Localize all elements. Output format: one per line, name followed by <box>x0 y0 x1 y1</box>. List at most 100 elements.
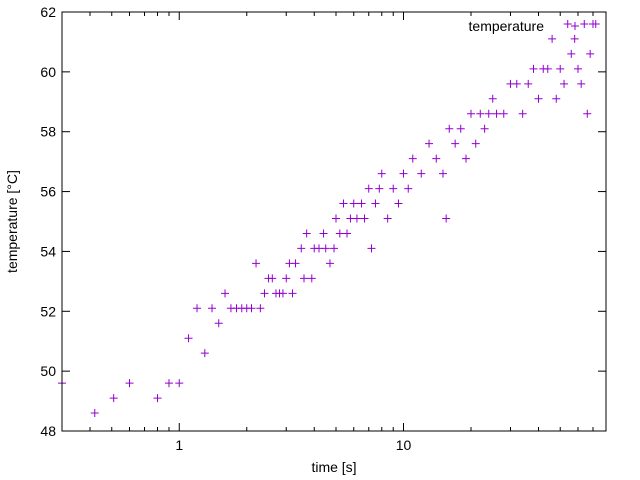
data-point <box>577 79 586 88</box>
data-point <box>560 79 569 88</box>
y-axis-label: temperature [°C] <box>4 170 20 273</box>
data-point <box>252 259 261 268</box>
data-point <box>377 169 386 178</box>
data-point <box>425 139 434 148</box>
data-point <box>417 169 426 178</box>
data-point <box>302 229 311 238</box>
data-point <box>125 379 134 388</box>
data-point <box>451 139 460 148</box>
data-point <box>299 274 308 283</box>
data-point <box>512 79 521 88</box>
data-point <box>343 229 352 238</box>
data-point <box>466 109 475 118</box>
data-point <box>518 109 527 118</box>
data-point <box>389 184 398 193</box>
data-point <box>256 304 265 313</box>
data-point <box>591 19 600 28</box>
data-point <box>360 214 369 223</box>
data-point <box>529 64 538 73</box>
data-point <box>247 304 256 313</box>
y-tick-label: 54 <box>40 243 56 259</box>
data-point <box>335 229 344 238</box>
data-point <box>375 184 384 193</box>
data-point <box>297 244 306 253</box>
data-point <box>399 169 408 178</box>
data-point <box>109 394 118 403</box>
data-point <box>552 94 561 103</box>
data-point <box>471 139 480 148</box>
data-point <box>492 109 501 118</box>
data-point <box>214 319 223 328</box>
data-point <box>260 289 269 298</box>
y-tick-label: 56 <box>40 184 56 200</box>
data-point <box>278 289 287 298</box>
data-point <box>476 109 485 118</box>
data-point <box>543 64 552 73</box>
y-tick-label: 48 <box>40 423 56 439</box>
data-point <box>432 154 441 163</box>
data-point <box>288 289 297 298</box>
data-point <box>282 274 291 283</box>
x-axis-label: time [s] <box>311 459 356 475</box>
legend: temperature <box>469 18 579 34</box>
data-point <box>488 94 497 103</box>
data-point <box>367 244 376 253</box>
data-point <box>221 289 230 298</box>
data-point <box>307 274 316 283</box>
data-point <box>164 379 173 388</box>
data-point <box>331 214 340 223</box>
data-point <box>291 259 300 268</box>
data-point <box>442 214 451 223</box>
data-point <box>339 199 348 208</box>
data-point <box>563 19 572 28</box>
data-point <box>573 64 582 73</box>
data-point <box>268 274 277 283</box>
data-point <box>456 124 465 133</box>
data-point <box>364 184 373 193</box>
data-point <box>499 109 508 118</box>
y-tick-label: 62 <box>40 4 56 20</box>
y-tick-label: 50 <box>40 363 56 379</box>
data-point <box>461 154 470 163</box>
legend-marker <box>571 22 579 30</box>
data-point <box>330 244 339 253</box>
data-point <box>394 199 403 208</box>
data-point <box>404 184 413 193</box>
data-point <box>583 109 592 118</box>
data-point <box>357 199 366 208</box>
data-point <box>193 304 202 313</box>
data-point <box>445 124 454 133</box>
data-point <box>383 214 392 223</box>
data-point <box>208 304 217 313</box>
y-tick-label: 60 <box>40 64 56 80</box>
data-point <box>371 199 380 208</box>
legend-label: temperature <box>469 18 545 34</box>
data-point <box>321 244 330 253</box>
data-point <box>153 394 162 403</box>
data-point <box>484 109 493 118</box>
data-point <box>90 409 99 418</box>
data-point <box>200 349 209 358</box>
data-point <box>408 154 417 163</box>
data-point <box>175 379 184 388</box>
data-point <box>325 259 334 268</box>
data-point <box>352 214 361 223</box>
plot-frame <box>61 11 607 432</box>
data-point <box>315 244 324 253</box>
points-layer <box>58 19 600 418</box>
x-tick-label: 10 <box>396 437 412 453</box>
data-point <box>524 79 533 88</box>
data-point <box>570 34 579 43</box>
data-point <box>349 199 358 208</box>
data-point <box>567 49 576 58</box>
data-point <box>556 64 565 73</box>
data-point <box>480 124 489 133</box>
x-tick-label: 1 <box>175 437 183 453</box>
axis-layer: 48 50 52 54 56 58 60 62 1 10 <box>40 4 606 453</box>
data-point <box>586 49 595 58</box>
data-point <box>438 169 447 178</box>
data-point <box>548 34 557 43</box>
y-tick-label: 58 <box>40 124 56 140</box>
